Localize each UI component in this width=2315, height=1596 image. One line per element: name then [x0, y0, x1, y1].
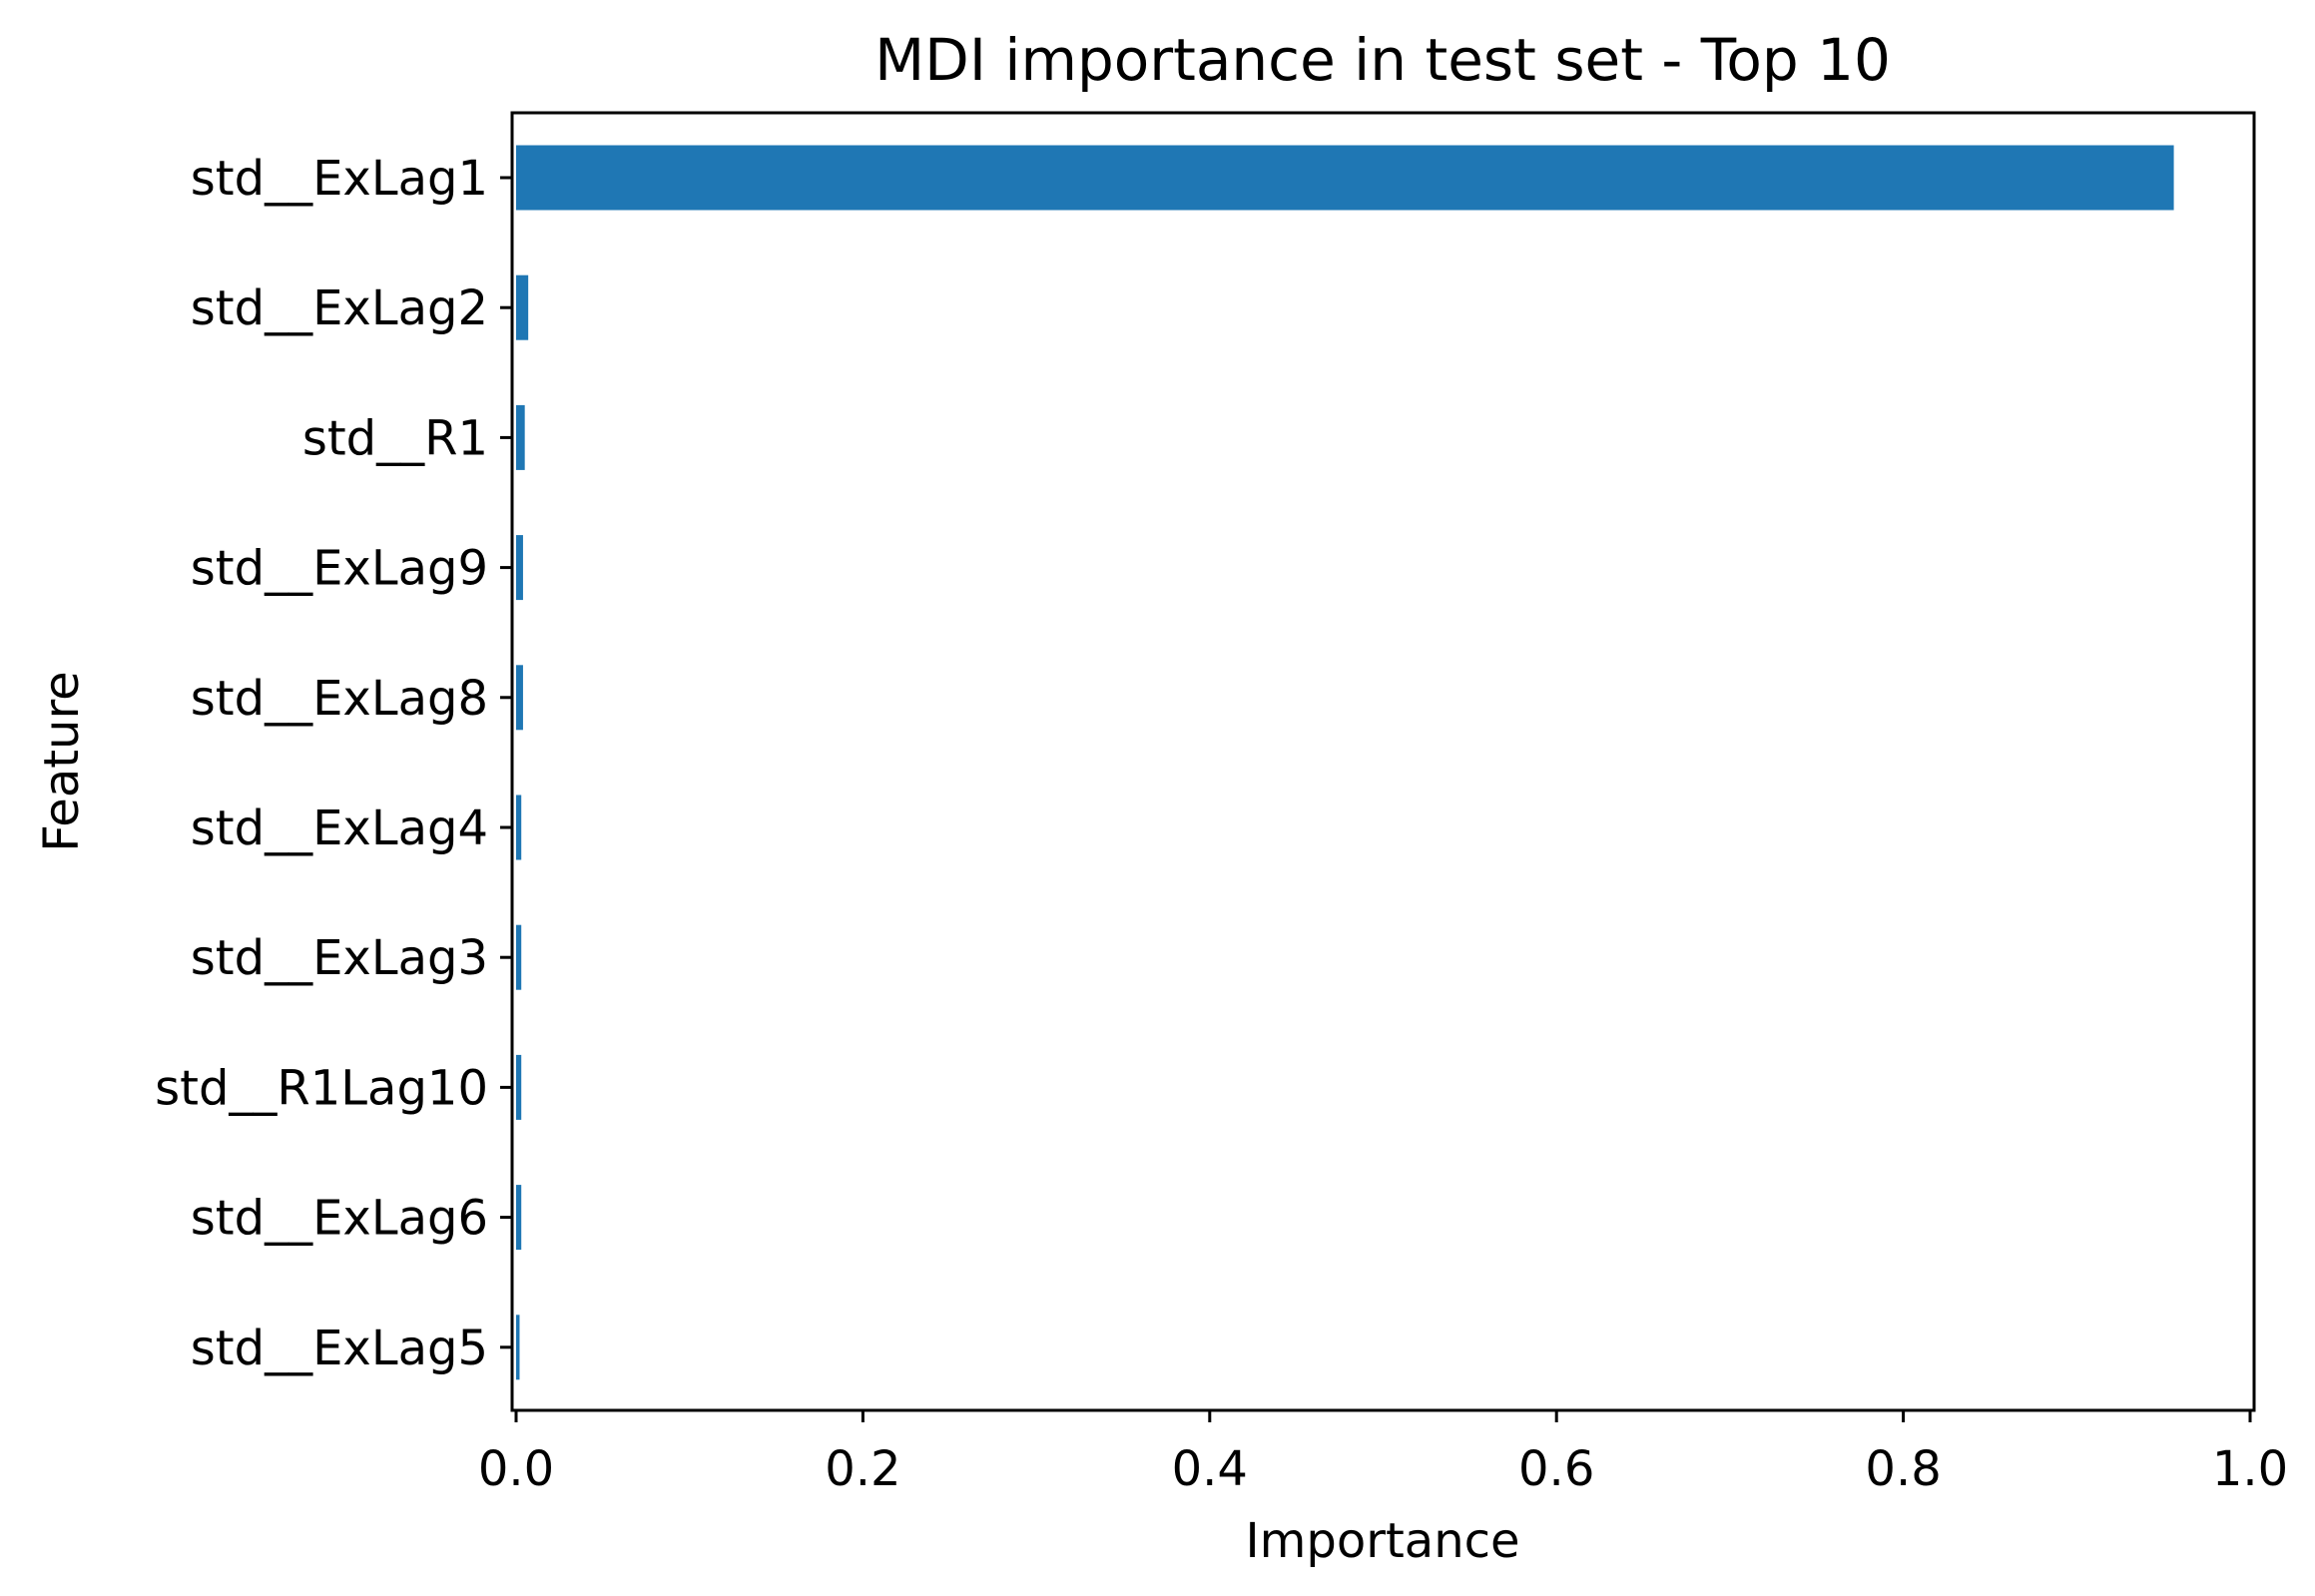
bar-std__ExLag4: [516, 795, 522, 860]
x-tick-label: 0.4: [1172, 1441, 1248, 1497]
bar-std__ExLag9: [516, 535, 523, 601]
bar-std__ExLag3: [516, 924, 522, 990]
x-tick-label: 0.6: [1518, 1441, 1594, 1497]
bar-std__R1: [516, 404, 525, 470]
y-ticks: std__ExLag1 std__ExLag2 std__R1 std__ExLag9…: [155, 151, 512, 1376]
y-tick-label: std__ExLag4: [191, 800, 488, 856]
y-tick-label: std__R1: [302, 410, 488, 466]
y-tick-label: std__ExLag8: [191, 671, 488, 727]
plot-frame: [510, 111, 2256, 1412]
x-tick-label: 0.2: [825, 1441, 900, 1497]
y-tick-label: std__ExLag1: [191, 151, 488, 207]
y-tick-label: std__ExLag6: [191, 1191, 488, 1247]
x-axis-label: Importance: [1245, 1513, 1519, 1569]
x-tick-label: 1.0: [2212, 1441, 2288, 1497]
bar-std__ExLag5: [516, 1315, 520, 1380]
x-tick-label: 0.0: [478, 1441, 554, 1497]
x-tick-label: 0.8: [1865, 1441, 1941, 1497]
y-tick-label: std__ExLag5: [191, 1321, 488, 1376]
y-axis-label: Feature: [34, 671, 90, 851]
y-tick-label: std__ExLag9: [191, 541, 488, 597]
bar-std__ExLag6: [516, 1185, 522, 1251]
bar-std__ExLag2: [516, 274, 529, 340]
chart-title: MDI importance in test set - Top 10: [874, 26, 1891, 94]
y-tick-label: std__R1Lag10: [155, 1060, 488, 1116]
bar-std__ExLag8: [516, 665, 523, 731]
x-ticks: 0.0 0.2 0.4 0.6 0.8 1.0: [478, 1410, 2288, 1497]
bars: [516, 145, 2174, 1380]
y-tick-label: std__ExLag2: [191, 280, 488, 336]
bar-std__R1Lag10: [516, 1054, 522, 1120]
y-tick-label: std__ExLag3: [191, 930, 488, 986]
bar-std__ExLag1: [516, 145, 2174, 211]
